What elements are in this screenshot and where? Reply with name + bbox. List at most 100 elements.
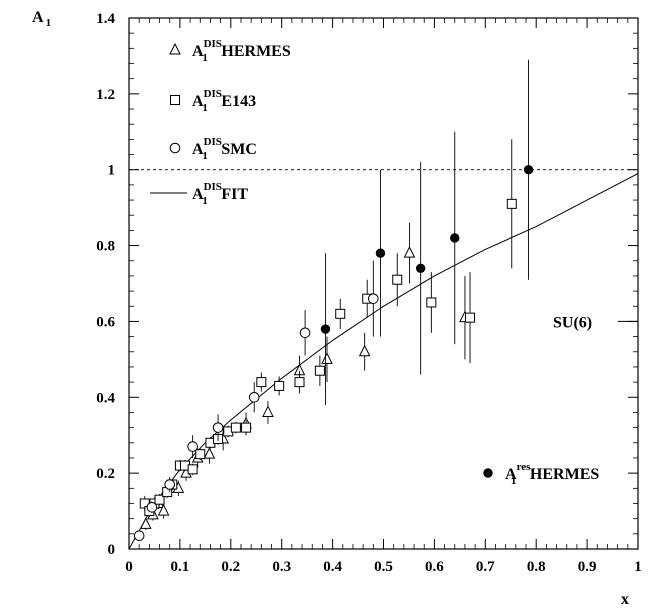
y-axis-title-main: A (32, 9, 44, 26)
point-e143 (241, 422, 252, 433)
point-e143 (187, 464, 198, 475)
y-tick-label: 1 (108, 163, 116, 179)
point-e143 (195, 449, 206, 460)
legend-item-fit: ADIS 1 FIT (150, 181, 248, 207)
y-axis: 0 0.2 0.4 0.6 0.8 1 1.2 1.4 (96, 11, 638, 558)
point-e143 (256, 377, 267, 388)
point-e143 (274, 380, 285, 391)
legend-main: A (192, 186, 204, 203)
x-axis: 0 0.1 0.2 0.3 0.4 0.5 0.6 0.7 0.8 0.9 1 (125, 18, 642, 575)
point-smc (146, 501, 158, 513)
point-hermes_res (450, 233, 460, 243)
legend-main: A (192, 141, 204, 158)
point-e143 (506, 198, 517, 209)
x-tick-label: 0 (125, 559, 133, 575)
legend-name: HERMES (221, 43, 290, 60)
series-smc (133, 260, 379, 542)
x-axis-title: x (621, 591, 629, 608)
point-smc (187, 441, 198, 452)
legend-main: A (505, 466, 517, 483)
legend-sup: DIS (204, 136, 222, 148)
legend-item-hermes_dis: ADIS 1 HERMES (169, 38, 291, 64)
y-tick-label: 0.4 (96, 390, 115, 406)
y-tick-label: 0 (108, 542, 116, 558)
series-hermes_res (320, 59, 534, 405)
legend-label: Ares 1 HERMES (505, 461, 599, 487)
legend-sub: 1 (202, 102, 208, 114)
data-points (133, 59, 534, 542)
x-tick-label: 1 (634, 559, 642, 575)
point-e143 (154, 494, 165, 505)
legend-sub: 1 (202, 52, 208, 64)
legend-sup: DIS (204, 88, 222, 100)
point-e143 (314, 365, 325, 376)
legend-sup: DIS (204, 38, 222, 50)
y-tick-label: 1.2 (96, 87, 115, 103)
point-smc (133, 530, 145, 542)
point-smc (164, 479, 176, 490)
y-tick-label: 0.8 (96, 239, 115, 255)
legend-sub: 1 (202, 150, 208, 162)
legend-marker-square (170, 95, 180, 105)
x-tick-label: 0.7 (476, 559, 495, 575)
legend-item-smc: ADIS 1 SMC (169, 136, 257, 162)
legend-item-hermes_res: Ares 1 HERMES (483, 461, 599, 487)
legend-marker-circle (169, 142, 181, 154)
point-hermes_res (320, 324, 331, 334)
x-tick-label: 0.6 (425, 559, 444, 575)
x-tick-label: 0.5 (374, 559, 393, 575)
fit-line (128, 173, 639, 550)
su6-annotation: SU(6) (553, 314, 592, 331)
point-smc (299, 327, 311, 339)
point-hermes_dis (403, 246, 416, 258)
x-tick-label: 0.4 (323, 559, 342, 575)
point-smc (248, 391, 260, 403)
point-hermes_res (415, 263, 426, 274)
legend-marker-triangle (169, 42, 181, 55)
point-e143 (392, 274, 403, 285)
point-e143 (426, 297, 437, 308)
legend-name: FIT (221, 186, 248, 203)
point-e143 (335, 308, 346, 319)
x-tick-label: 0.9 (578, 559, 597, 575)
point-hermes_dis (358, 344, 371, 357)
legend-name: E143 (221, 93, 256, 110)
point-hermes_res (375, 248, 386, 258)
legend-marker-filled-circle (483, 468, 493, 478)
legend-label: ADIS 1 E143 (192, 88, 256, 114)
point-hermes_dis (203, 447, 216, 459)
point-hermes_dis (262, 405, 274, 417)
y-axis-title-sub: 1 (46, 17, 52, 29)
point-e143 (465, 312, 476, 323)
legend-item-e143: ADIS 1 E143 (170, 88, 256, 114)
legend-name: HERMES (530, 466, 599, 483)
x-tick-label: 0.1 (171, 559, 190, 575)
legend-label: ADIS 1 FIT (192, 181, 248, 207)
y-tick-label: 0.6 (96, 314, 115, 330)
legend-name: SMC (221, 141, 257, 158)
legend-label: ADIS 1 SMC (192, 136, 257, 162)
x-tick-label: 0.3 (272, 559, 291, 575)
x-tick-label: 0.2 (221, 559, 240, 575)
legend-main: A (192, 93, 204, 110)
x-tick-label: 0.8 (527, 559, 546, 575)
point-hermes_res (523, 165, 534, 175)
legend-sub: 1 (511, 475, 517, 487)
legend-sub: 1 (202, 195, 208, 207)
legend-label: ADIS 1 HERMES (192, 38, 291, 64)
legend-main: A (192, 43, 204, 60)
point-hermes_dis (157, 503, 170, 516)
fit-curve (128, 173, 639, 550)
point-e143 (294, 377, 305, 388)
point-smc (212, 422, 224, 433)
legend-sup: res (517, 461, 532, 473)
y-tick-label: 1.4 (96, 11, 115, 27)
y-tick-label: 0.2 (96, 466, 115, 482)
point-hermes_dis (139, 517, 152, 529)
legend-sup: DIS (204, 181, 222, 193)
point-smc (368, 293, 379, 304)
